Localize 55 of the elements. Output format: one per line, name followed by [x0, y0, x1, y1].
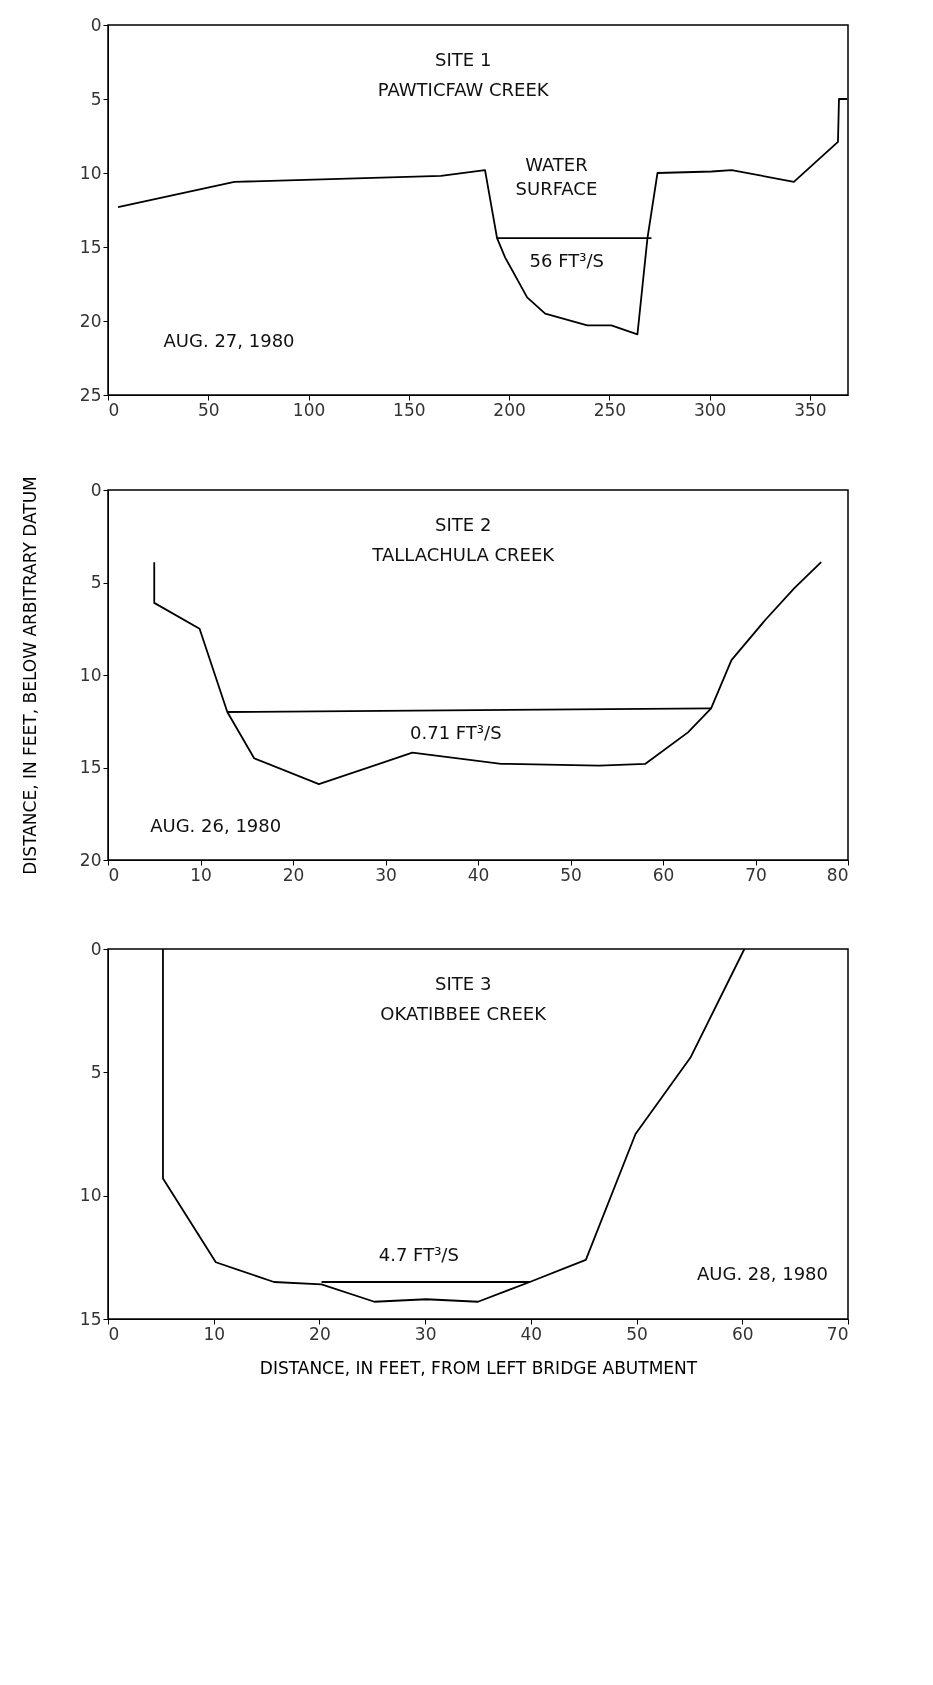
y-tick-label: 0 — [90, 479, 102, 500]
x-tick-label: 0 — [108, 1323, 120, 1344]
x-tick-label: 70 — [745, 864, 767, 885]
y-tick-label: 15 — [79, 236, 102, 257]
x-tick-label: 250 — [593, 399, 627, 420]
y-tick-label: 10 — [79, 162, 102, 183]
y-tick-label: 20 — [79, 849, 102, 870]
x-tick-label: 50 — [197, 399, 220, 420]
x-tick-label: 10 — [190, 864, 212, 885]
x-tick-label: 0 — [108, 864, 120, 885]
annotation: 4.7 FT³/S — [378, 1244, 459, 1266]
y-tick-label: 0 — [90, 938, 102, 959]
text: TALLACHULA CREEK — [371, 544, 556, 565]
x-tick-label: 50 — [560, 864, 582, 885]
x-tick-label: 30 — [414, 1323, 437, 1344]
x-tick-label: 20 — [309, 1323, 331, 1344]
y-tick-label: 5 — [90, 572, 102, 592]
x-tick-label: 150 — [393, 399, 426, 420]
x-tick-label: 60 — [731, 1323, 754, 1344]
x-tick-label: 300 — [693, 399, 727, 420]
x-tick-label: 200 — [493, 399, 526, 420]
y-tick-label: 10 — [79, 1185, 102, 1206]
y-tick-label: 5 — [90, 1061, 102, 1082]
annotation: 0.71 FT³/S — [410, 722, 502, 744]
annotation: 56 FT³/S — [529, 249, 604, 271]
annotation: AUG. 28, 1980 — [696, 1262, 829, 1284]
y-axis-title: DISTANCE, IN FEET, BELOW ARBITRARY DATUM — [19, 476, 40, 875]
x-tick-label: 100 — [292, 399, 326, 420]
y-tick-label: 25 — [79, 384, 102, 405]
x-tick-label: 70 — [826, 1323, 849, 1344]
x-tick-label: 30 — [375, 864, 397, 885]
x-tick-label: 40 — [520, 1323, 543, 1344]
text: SITE 3 — [435, 973, 492, 994]
x-tick-label: 40 — [467, 864, 490, 885]
y-tick-label: 0 — [90, 14, 102, 35]
y-tick-label: 5 — [90, 88, 102, 109]
x-tick-label: 10 — [203, 1323, 226, 1344]
text: PAWTICFAW CREEK — [377, 79, 550, 100]
x-tick-label: 60 — [652, 864, 675, 885]
y-tick-label: 10 — [79, 664, 102, 685]
x-tick-label: 0 — [108, 399, 120, 420]
annotation: AUG. 27, 1980 — [163, 329, 295, 351]
text: SITE 2 — [435, 514, 492, 535]
text: SITE 1 — [435, 49, 492, 70]
y-tick-label: 20 — [79, 310, 102, 331]
text: OKATIBBEE CREEK — [380, 1003, 548, 1024]
x-tick-label: 20 — [282, 864, 305, 885]
annotation: AUG. 26, 1980 — [150, 814, 282, 836]
annotation: WATER SURFACE — [515, 153, 598, 199]
x-tick-label: 80 — [826, 864, 849, 885]
y-tick-label: 15 — [79, 757, 102, 777]
x-tick-label: 350 — [794, 399, 827, 420]
y-tick-label: 15 — [79, 1308, 102, 1329]
x-axis-title: DISTANCE, IN FEET, FROM LEFT BRIDGE ABUTMENT — [259, 1357, 698, 1378]
x-tick-label: 50 — [626, 1323, 648, 1344]
